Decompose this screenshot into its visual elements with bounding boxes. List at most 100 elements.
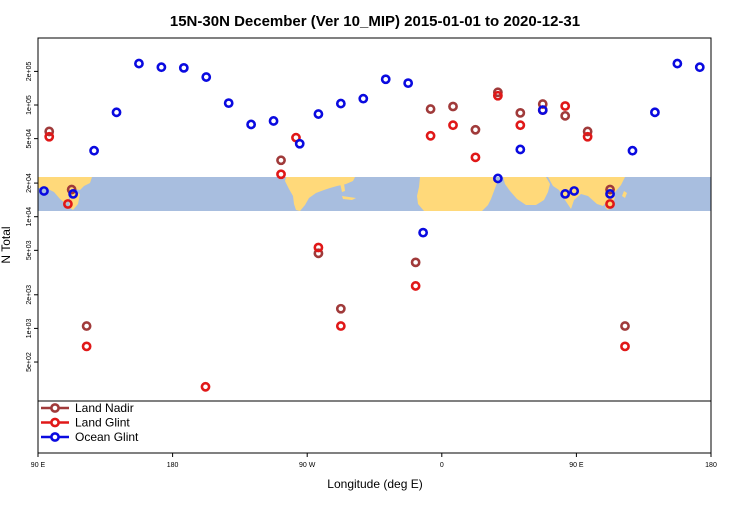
ocean-glint-point-23 [605,189,615,199]
chart-title: 15N-30N December (Ver 10_MIP) 2015-01-01… [170,13,580,30]
map-land-cuba [342,196,356,200]
x-tick-label-0: 90 E [31,462,46,469]
x-tick-labels: 90 E 180 90 W 0 90 E 180 [31,462,717,469]
land-glint-point-2 [81,341,92,352]
legend-label-ocean-glint: Ocean Glint [75,430,139,444]
outer-frame [37,37,712,454]
ocean-glint-point-11 [294,138,305,149]
world-map-strip [38,177,711,211]
map-land-asia-left [38,177,92,204]
map-land-india [548,177,625,209]
ocean-glint-point-7 [201,72,212,82]
land-glint-point-13 [515,120,526,131]
map-land-north-america [285,177,355,211]
map-land-arabia [503,177,550,205]
ocean-glint-point-24 [627,145,638,156]
legend-label-land-nadir: Land Nadir [75,401,134,415]
land-glint-point-0 [44,131,55,142]
legend-label-land-glint: Land Glint [75,416,130,430]
map-land-florida [340,183,345,192]
land-nadir-point-9 [470,124,481,135]
map-land-taiwan [622,191,627,198]
ocean-glint-point-1 [68,189,79,199]
ocean-glint-point-19 [515,144,526,155]
land-glint-point-9 [425,130,436,141]
land-nadir-point-14 [582,126,593,137]
x-axis-label: Longitude (deg E) [327,477,422,491]
ocean-glint-point-18 [492,173,503,184]
y-tick-label-8: 2e+05 [26,61,33,81]
y-tick-label-2: 2e+03 [26,285,33,305]
land-glint-point-17 [605,199,615,209]
ocean-glint-point-13 [335,98,346,109]
land-nadir-point-13 [560,110,571,121]
x-tick-label-3: 0 [440,462,444,469]
land-glint-point-15 [560,101,571,111]
y-tick-marks [34,70,38,363]
land-glint-point-10 [448,120,458,131]
land-glint-point-16 [582,131,593,142]
y-tick-label-6: 5e+04 [26,129,33,149]
x-tick-label-1: 180 [167,462,179,469]
ocean-glint-point-2 [89,145,99,156]
land-glint-point-8 [410,281,421,291]
ocean-glint-point-4 [134,58,144,69]
ocean-glint-point-6 [178,62,189,73]
y-tick-label-1: 1e+03 [26,318,33,338]
land-nadir-point-6 [410,257,421,268]
ocean-glint-point-26 [672,58,683,69]
land-glint-point-12 [492,90,503,101]
x-tick-label-2: 90 W [299,462,316,469]
ocean-glint-point-27 [694,62,705,73]
ocean-glint-point-22 [569,186,580,196]
ocean-glint-point-12 [313,109,324,119]
land-nadir-point-2 [81,321,92,331]
ocean-glint-point-8 [223,98,234,109]
y-tick-label-7: 1e+05 [26,95,33,115]
y-tick-label-0: 5e+02 [26,352,33,372]
land-glint-point-18 [620,341,630,352]
land-glint-point-7 [335,321,346,331]
x-tick-marks [37,453,712,457]
data-points [39,58,705,392]
land-nadir-point-0 [44,126,55,137]
y-tick-label-3: 5e+03 [26,240,33,260]
land-glint-point-11 [470,152,481,163]
land-nadir-point-5 [335,303,346,314]
ocean-glint-point-0 [39,186,49,196]
plot-frame [37,37,712,402]
land-nadir-point-15 [605,184,615,195]
ocean-glint-point-5 [156,62,167,73]
ocean-glint-point-21 [560,189,571,199]
y-tick-label-4: 1e+04 [26,207,33,227]
land-glint-point-3 [200,381,211,392]
land-glint-point-6 [313,242,324,253]
ocean-glint-point-16 [403,78,414,89]
y-tick-label-5: 2e+04 [26,173,33,193]
x-tick-label-5: 180 [705,462,717,469]
ocean-glint-point-14 [358,93,369,104]
land-nadir-point-8 [448,101,458,112]
land-glint-point-1 [63,199,73,209]
land-nadir-point-4 [313,248,324,259]
legend-marker-land-nadir [50,403,60,413]
ocean-glint-point-25 [650,107,660,118]
land-glint-point-4 [276,169,286,180]
land-nadir-point-3 [276,155,286,166]
land-nadir-point-7 [425,104,436,114]
ocean-glint-point-9 [246,119,257,130]
ocean-glint-point-10 [268,116,279,126]
land-nadir-point-10 [492,87,503,98]
ocean-glint-point-15 [380,74,391,85]
land-nadir-point-11 [515,107,526,118]
y-axis-label: N Total [0,226,13,263]
land-nadir-point-16 [620,321,630,331]
y-tick-labels: 5e+02 1e+03 2e+03 5e+03 1e+04 2e+04 5e+04 1e+05… [26,61,33,371]
legend-marker-land-glint [50,417,60,428]
legend-marker-ocean-glint [50,432,60,442]
ocean-glint-point-20 [537,105,548,116]
map-land-africa [417,177,497,211]
